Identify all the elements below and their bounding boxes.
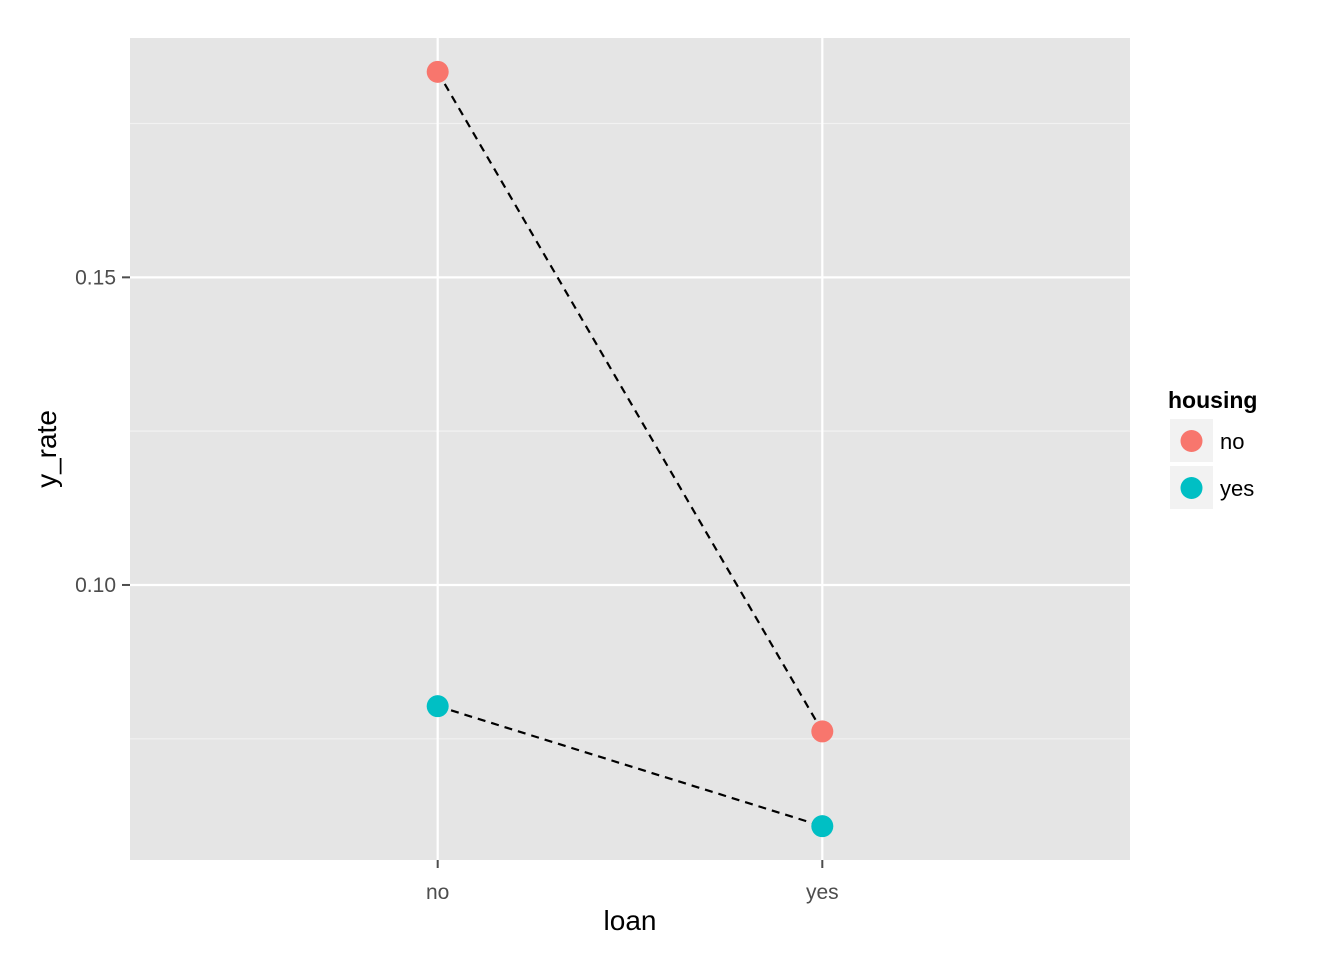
legend-key-yes — [1180, 477, 1203, 499]
y-tick-label: 0.10 — [75, 574, 116, 597]
x-tick-label: no — [426, 881, 449, 904]
legend: housing no yes — [1168, 387, 1257, 509]
y-axis-title: y_rate — [31, 410, 62, 488]
legend-title: housing — [1168, 387, 1257, 413]
series-lines — [436, 71, 824, 828]
y-axis: 0.10 0.15 — [75, 266, 130, 597]
series-line-no — [436, 71, 824, 732]
data-point-no — [811, 720, 834, 743]
legend-key-no — [1180, 430, 1203, 452]
x-axis: no yes — [426, 860, 839, 904]
data-point-yes — [811, 815, 834, 838]
legend-label: no — [1220, 429, 1244, 454]
plot-panel — [130, 38, 1130, 860]
y-tick-label: 0.15 — [75, 266, 116, 289]
series-line-yes — [437, 705, 823, 828]
x-tick-label: yes — [806, 881, 839, 904]
series-points — [426, 60, 834, 838]
legend-label: yes — [1220, 476, 1254, 501]
data-point-no — [426, 60, 449, 83]
data-point-yes — [426, 695, 449, 718]
major-gridlines — [130, 38, 1130, 860]
legend-items: no yes — [1170, 419, 1254, 509]
minor-gridlines — [130, 122, 1130, 740]
x-axis-title: loan — [604, 905, 657, 936]
